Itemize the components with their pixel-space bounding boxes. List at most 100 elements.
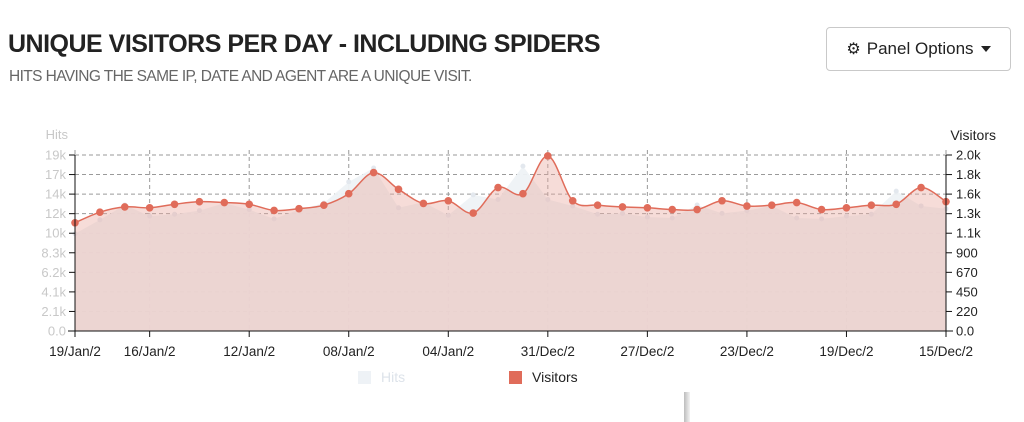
hits-point	[97, 217, 103, 223]
visitors-point	[792, 198, 801, 207]
hits-point	[172, 211, 178, 217]
y-left-tick-label: 2.1k	[41, 304, 66, 319]
y-right-tick-label: 220	[956, 304, 978, 319]
visitors-point	[419, 199, 428, 208]
visitors-point	[195, 197, 204, 206]
y-left-tick-label: 6.2k	[41, 265, 66, 280]
hits-point	[619, 210, 625, 216]
visitors-point	[494, 183, 502, 192]
hits-point	[196, 208, 202, 214]
hits-point	[147, 213, 153, 219]
hits-point	[843, 213, 849, 219]
y-left-tick-label: 10k	[45, 226, 66, 241]
visitors-point	[270, 206, 278, 215]
caret-down-icon	[980, 46, 991, 52]
visitors-point	[344, 189, 353, 198]
x-tick-label: 15/Dec/2	[919, 344, 973, 359]
visitors-point	[817, 205, 826, 214]
y-right-tick-label: 2.0k	[956, 148, 981, 163]
y-left-tick-label: 12k	[45, 206, 66, 221]
visitors-point	[220, 198, 229, 207]
visitors-point	[867, 201, 876, 209]
visitors-point	[643, 204, 652, 212]
y-left-tick-label: 19k	[45, 148, 66, 163]
visitors-point	[394, 185, 403, 194]
legend-visitors[interactable]: Visitors	[509, 369, 578, 385]
legend-visitors-label: Visitors	[532, 369, 578, 385]
x-tick-label: 19/Jan/2	[49, 344, 101, 359]
y-left-axis-label: Hits	[46, 127, 69, 142]
legend-visitors-swatch	[509, 370, 522, 384]
visitors-point	[444, 196, 453, 205]
visitors-point	[120, 203, 129, 211]
y-left-tick-label: 14k	[45, 187, 66, 202]
visitors-point	[320, 201, 328, 209]
hits-point	[595, 211, 601, 217]
hits-point	[644, 214, 650, 220]
hits-point	[918, 203, 924, 209]
hits-point	[570, 203, 576, 209]
x-tick-label: 23/Dec/2	[720, 344, 774, 359]
hits-point	[445, 212, 451, 218]
chart-axes: 0.0 2.1k 4.1k 6.2k 8.3k 10k 12k 14k 17k 19k 0.0 220…	[41, 148, 981, 360]
visitors-point	[170, 200, 179, 209]
x-tick-label: 31/Dec/2	[521, 344, 575, 359]
visitors-point	[768, 201, 776, 209]
x-tick-label: 08/Jan/2	[323, 344, 375, 359]
visitors-point	[917, 183, 925, 192]
legend-hits[interactable]: Hits	[358, 369, 405, 385]
hits-point	[819, 216, 825, 222]
x-tick-label: 04/Jan/2	[422, 344, 474, 359]
visitors-point	[96, 208, 104, 216]
x-tick-label: 27/Dec/2	[620, 344, 674, 359]
x-tick-label: 16/Jan/2	[124, 344, 176, 359]
visitors-point	[568, 196, 577, 205]
y-right-tick-label: 1.8k	[956, 167, 981, 182]
hits-point	[545, 196, 551, 202]
visitors-point	[718, 196, 726, 205]
visitors-series	[71, 152, 950, 331]
legend-hits-label: Hits	[381, 369, 406, 385]
y-right-tick-label: 900	[956, 245, 978, 260]
y-left-tick-label: 0.0	[48, 324, 66, 339]
visitors-point	[743, 202, 751, 210]
y-right-axis-label: Visitors	[950, 127, 996, 143]
y-left-tick-label: 17k	[45, 167, 66, 182]
hits-point	[246, 207, 252, 213]
visitors-point	[245, 200, 253, 209]
y-right-tick-label: 1.6k	[956, 187, 981, 202]
y-right-tick-label: 450	[956, 284, 978, 299]
hits-point	[396, 205, 402, 211]
panel-options-button[interactable]: ⚙ Panel Options	[826, 27, 1011, 71]
y-right-tick-label: 670	[956, 265, 978, 280]
page-subtitle: HITS HAVING THE SAME IP, DATE AND AGENT …	[9, 68, 472, 85]
panel-options-label: Panel Options	[866, 39, 974, 58]
hits-point	[495, 196, 501, 202]
visitors-area	[75, 155, 946, 331]
hits-point	[346, 179, 352, 185]
legend-hits-swatch	[358, 370, 371, 384]
y-left-tick-label: 4.1k	[41, 284, 66, 299]
hits-point	[470, 192, 476, 198]
y-right-tick-label: 1.3k	[956, 206, 981, 221]
visitors-point	[842, 204, 851, 212]
visitors-point	[519, 189, 527, 198]
visitors-point	[145, 204, 154, 212]
hits-point	[893, 188, 899, 194]
hits-point	[868, 211, 874, 217]
hits-area	[75, 166, 946, 331]
visitors-point	[693, 205, 701, 214]
visitors-point	[544, 152, 552, 160]
page-title: UNIQUE VISITORS PER DAY - INCLUDING SPID…	[8, 30, 601, 58]
hits-point	[520, 163, 526, 169]
edge-shadow	[684, 392, 690, 422]
visitors-point	[295, 204, 303, 213]
y-right-tick-label: 0.0	[956, 324, 974, 339]
gear-icon: ⚙	[846, 41, 861, 58]
hits-point	[719, 210, 725, 216]
hits-point	[271, 216, 277, 222]
y-right-tick-label: 1.1k	[956, 226, 981, 241]
visitors-point	[369, 168, 378, 177]
x-tick-label: 19/Dec/2	[819, 344, 873, 359]
